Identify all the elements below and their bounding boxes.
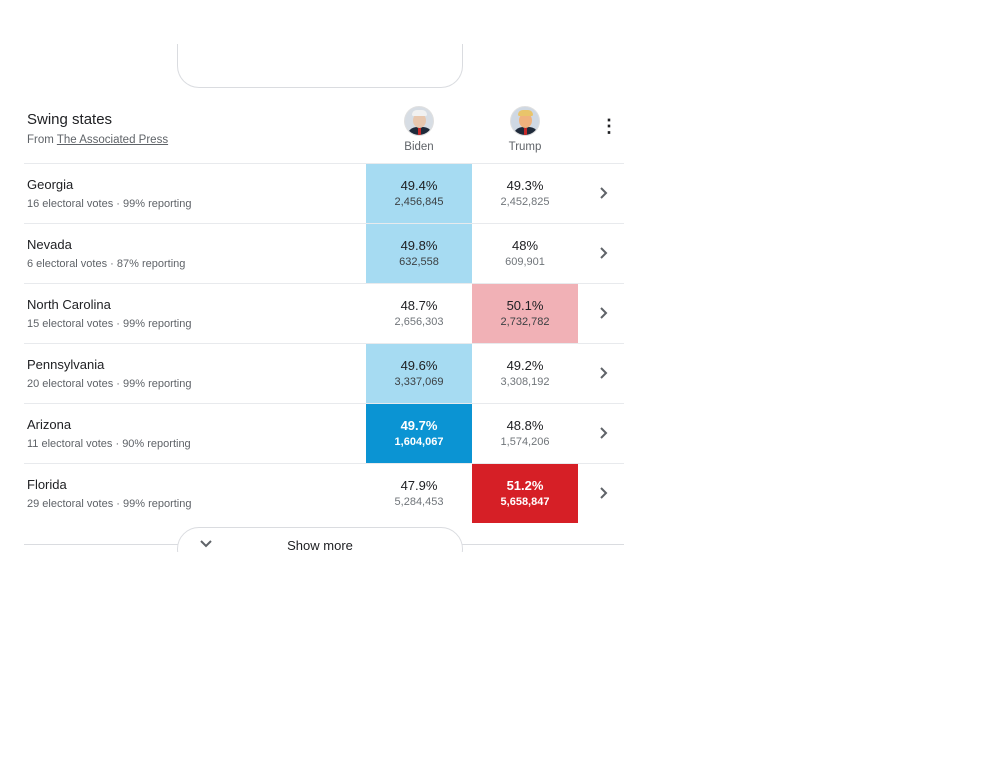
trump-percent: 48.8% <box>506 418 544 433</box>
biden-votes: 3,337,069 <box>394 376 444 388</box>
more-options-icon[interactable]: ⋮ <box>600 116 618 136</box>
biden-result-cell: 48.7% 2,656,303 <box>366 284 472 343</box>
state-row-pennsylvania[interactable]: Pennsylvania 20 electoral votes · 99% re… <box>24 344 624 404</box>
state-row-arizona[interactable]: Arizona 11 electoral votes · 90% reporti… <box>24 404 624 464</box>
state-name: Florida <box>27 477 67 492</box>
trump-votes: 1,574,206 <box>500 436 550 448</box>
state-row-georgia[interactable]: Georgia 16 electoral votes · 99% reporti… <box>24 164 624 224</box>
candidate-trump: Trump <box>472 106 578 153</box>
trump-result-cell: 49.3% 2,452,825 <box>472 164 578 223</box>
state-meta: 29 electoral votes · 99% reporting <box>27 498 192 510</box>
show-more-label: Show more <box>287 538 353 552</box>
trump-result-cell: 48% 609,901 <box>472 224 578 283</box>
swing-states-card: Swing states From The Associated Press B… <box>24 100 624 523</box>
state-meta: 6 electoral votes · 87% reporting <box>27 258 186 270</box>
trump-percent: 49.3% <box>506 178 544 193</box>
biden-percent: 49.6% <box>400 358 438 373</box>
biden-percent: 49.7% <box>400 418 438 433</box>
trump-percent: 49.2% <box>506 358 544 373</box>
biden-percent: 47.9% <box>400 478 438 493</box>
top-pill-button[interactable] <box>177 44 463 88</box>
trump-result-cell: 49.2% 3,308,192 <box>472 344 578 403</box>
biden-result-cell: 49.7% 1,604,067 <box>366 404 472 463</box>
chevron-right-icon[interactable] <box>596 182 612 204</box>
biden-votes: 1,604,067 <box>394 436 444 448</box>
biden-percent: 49.8% <box>400 238 438 253</box>
trump-percent: 50.1% <box>506 298 544 313</box>
biden-result-cell: 47.9% 5,284,453 <box>366 464 472 523</box>
show-more-button[interactable]: Show more <box>177 527 463 552</box>
source-line: From The Associated Press <box>27 134 168 146</box>
biden-result-cell: 49.8% 632,558 <box>366 224 472 283</box>
state-name: Georgia <box>27 177 74 192</box>
state-row-florida[interactable]: Florida 29 electoral votes · 99% reporti… <box>24 464 624 523</box>
state-name: Pennsylvania <box>27 357 105 372</box>
candidate-name-biden: Biden <box>404 141 434 153</box>
trump-votes: 5,658,847 <box>500 496 550 508</box>
trump-votes: 2,732,782 <box>500 316 550 328</box>
biden-percent: 49.4% <box>400 178 438 193</box>
biden-votes: 5,284,453 <box>394 496 444 508</box>
state-meta: 16 electoral votes · 99% reporting <box>27 198 192 210</box>
source-link[interactable]: The Associated Press <box>56 134 169 146</box>
trump-avatar <box>510 106 540 136</box>
trump-percent: 51.2% <box>506 478 544 493</box>
state-meta: 15 electoral votes · 99% reporting <box>27 318 192 330</box>
biden-percent: 48.7% <box>400 298 438 313</box>
trump-votes: 2,452,825 <box>500 196 550 208</box>
biden-result-cell: 49.6% 3,337,069 <box>366 344 472 403</box>
state-meta: 20 electoral votes · 99% reporting <box>27 378 192 390</box>
chevron-right-icon[interactable] <box>596 242 612 264</box>
chevron-right-icon[interactable] <box>596 362 612 384</box>
biden-result-cell: 49.4% 2,456,845 <box>366 164 472 223</box>
state-row-north-carolina[interactable]: North Carolina 15 electoral votes · 99% … <box>24 284 624 344</box>
state-name: Arizona <box>27 417 72 432</box>
biden-votes: 2,656,303 <box>394 316 444 328</box>
card-header: Swing states From The Associated Press B… <box>24 100 624 164</box>
candidate-name-trump: Trump <box>508 141 542 153</box>
trump-result-cell: 51.2% 5,658,847 <box>472 464 578 523</box>
state-meta: 11 electoral votes · 90% reporting <box>27 438 191 450</box>
source-prefix: From <box>27 134 54 146</box>
trump-percent: 48% <box>511 238 539 253</box>
trump-votes: 609,901 <box>505 256 545 268</box>
biden-votes: 632,558 <box>399 256 439 268</box>
candidate-biden: Biden <box>366 106 472 153</box>
trump-result-cell: 50.1% 2,732,782 <box>472 284 578 343</box>
state-name: North Carolina <box>27 297 111 312</box>
chevron-right-icon[interactable] <box>596 422 612 444</box>
state-name: Nevada <box>27 237 72 252</box>
chevron-right-icon[interactable] <box>596 482 612 504</box>
state-row-nevada[interactable]: Nevada 6 electoral votes · 87% reporting… <box>24 224 624 284</box>
card-title: Swing states <box>27 111 113 128</box>
chevron-down-icon <box>200 540 212 548</box>
trump-result-cell: 48.8% 1,574,206 <box>472 404 578 463</box>
chevron-right-icon[interactable] <box>596 302 612 324</box>
trump-votes: 3,308,192 <box>500 376 550 388</box>
biden-avatar <box>404 106 434 136</box>
biden-votes: 2,456,845 <box>394 196 444 208</box>
show-more-area: Show more <box>24 527 624 552</box>
